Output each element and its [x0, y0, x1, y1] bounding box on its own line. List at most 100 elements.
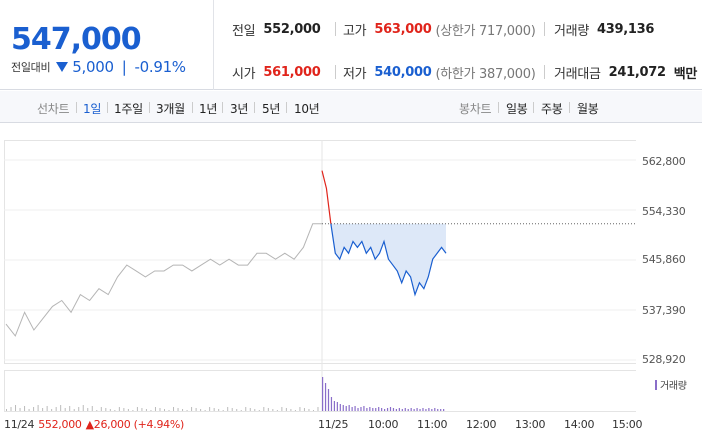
- footer-date: 11/24: [4, 418, 35, 431]
- stat-volume: 거래량 439,136: [554, 20, 654, 39]
- volume-bar: [258, 410, 260, 411]
- volume-bar: [425, 409, 427, 411]
- volume-bar: [69, 406, 71, 411]
- volume-bar: [231, 408, 233, 411]
- volume-bar: [87, 408, 89, 411]
- volume-bar: [159, 408, 161, 411]
- volume-bar: [281, 407, 283, 411]
- volume-bar: [422, 408, 424, 411]
- stat-label: 거래대금: [554, 67, 601, 82]
- volume-bar: [51, 409, 53, 411]
- y-tick: 562,800: [642, 155, 686, 168]
- tab-3m[interactable]: 3개월: [156, 102, 185, 116]
- price-change: 전일대비 5,000 | -0.91%: [11, 58, 186, 76]
- volume-bar: [392, 408, 395, 411]
- volume-bar: [437, 409, 439, 411]
- volume-bar: [254, 409, 256, 411]
- volume-bar: [384, 409, 386, 411]
- x-tick: 10:00: [368, 418, 399, 431]
- volume-bar: [173, 407, 175, 411]
- volume-bar: [19, 408, 21, 411]
- stat-value: 540,000: [374, 65, 432, 80]
- tab-daily-candle[interactable]: 일봉: [506, 102, 528, 116]
- diff-label: 전일대비: [11, 61, 51, 74]
- prev-day-line: [5, 223, 322, 337]
- volume-bar: [398, 408, 400, 411]
- volume-bar: [118, 407, 120, 411]
- volume-bar: [333, 401, 336, 411]
- volume-bar: [154, 407, 156, 411]
- divider: [544, 22, 545, 36]
- tab-3y[interactable]: 3년: [230, 102, 249, 116]
- y-tick: 554,330: [642, 205, 686, 218]
- volume-bar: [164, 409, 165, 411]
- volume-bar: [327, 389, 330, 411]
- divider: [335, 22, 336, 36]
- volume-bar: [96, 410, 98, 411]
- volume-bar: [245, 407, 247, 411]
- volume-bar: [82, 405, 84, 411]
- volume-bar: [339, 404, 341, 411]
- stat-value: 439,136: [596, 22, 655, 37]
- volume-bar: [249, 408, 251, 411]
- footer-change: ▲26,000 (+4.94%): [85, 418, 185, 431]
- volume-bar: [73, 409, 75, 411]
- volume-bar: [186, 410, 188, 411]
- volume-bar: [372, 408, 374, 411]
- volume-bar: [419, 409, 421, 411]
- footer-price: 11/24 552,000 ▲26,000 (+4.94%): [4, 418, 184, 431]
- tab-1y[interactable]: 1년: [199, 102, 218, 116]
- tab-weekly-candle[interactable]: 주봉: [541, 102, 563, 116]
- divider: [76, 102, 77, 113]
- y-tick: 528,920: [642, 353, 686, 366]
- volume-bar: [182, 409, 184, 411]
- volume-bar: [136, 407, 138, 411]
- volume-bar: [378, 407, 380, 411]
- divider: [192, 102, 193, 113]
- volume-bar: [227, 407, 229, 411]
- tab-5y[interactable]: 5년: [262, 102, 281, 116]
- y-tick: 537,390: [642, 304, 686, 317]
- volume-bar: [330, 397, 333, 411]
- tab-1d[interactable]: 1일: [83, 102, 102, 116]
- volume-bar: [443, 409, 445, 411]
- volume-bar: [336, 402, 338, 411]
- stat-label: 시가: [232, 67, 256, 82]
- volume-bar: [78, 407, 80, 411]
- volume-bar: [345, 406, 347, 411]
- diff-value: 5,000: [72, 58, 114, 76]
- tab-monthly-candle[interactable]: 월봉: [577, 102, 599, 116]
- stat-prev-close: 전일 552,000: [232, 20, 321, 39]
- volume-bar: [272, 409, 274, 411]
- volume-bar: [395, 409, 398, 411]
- volume-bar: [381, 408, 383, 411]
- tab-1w[interactable]: 1주일: [114, 102, 143, 116]
- volume-bar: [24, 406, 26, 411]
- price-summary: 547,000 전일대비 5,000 | -0.91% 전일 552,000 고…: [0, 0, 702, 90]
- stat-label: 고가: [343, 24, 367, 39]
- today-line-down: [330, 223, 447, 297]
- volume-bar: [60, 405, 62, 411]
- volume-bar: [285, 408, 287, 411]
- volume-bar: [177, 408, 179, 411]
- volume-bar: [145, 409, 147, 411]
- volume-bar: [37, 405, 39, 411]
- tab-10y[interactable]: 10년: [294, 102, 320, 116]
- volume-bar: [389, 407, 392, 411]
- x-tick: 13:00: [515, 418, 546, 431]
- x-tick: 15:00: [612, 418, 643, 431]
- stat-label: 저가: [343, 67, 367, 82]
- volume-bar: [127, 409, 129, 411]
- volume-bar: [114, 410, 116, 411]
- volume-bar: [123, 408, 125, 411]
- volume-bar: [141, 408, 143, 411]
- volume-bar: [109, 409, 111, 411]
- volume-bar: [322, 377, 324, 411]
- volume-bar: [132, 410, 134, 411]
- volume-bar: [236, 409, 238, 411]
- down-triangle-icon: [56, 62, 69, 72]
- volume-bar: [428, 408, 430, 411]
- volume-bar: [64, 408, 66, 411]
- volume-bar: [290, 409, 292, 411]
